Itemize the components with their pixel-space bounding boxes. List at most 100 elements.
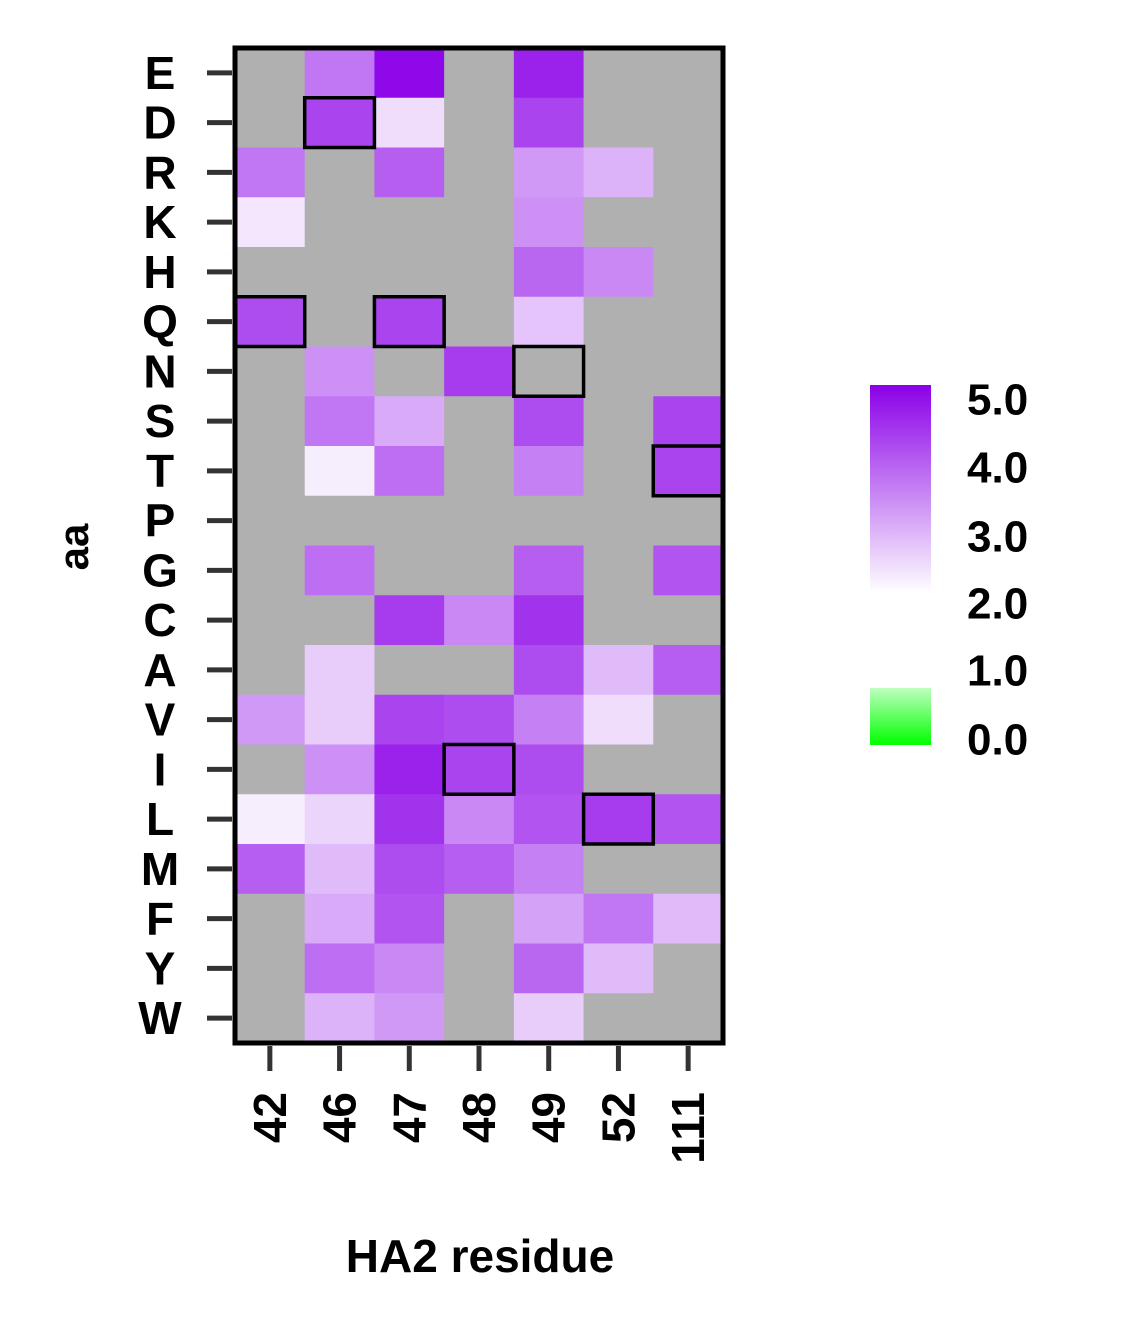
heatmap-cell-L-42 bbox=[235, 794, 306, 845]
heatmap-cell-Q-48 bbox=[444, 296, 515, 348]
heatmap-cell-M-42 bbox=[235, 844, 306, 895]
y-tick-label-Y: Y bbox=[145, 942, 176, 994]
heatmap-cell-K-42 bbox=[235, 197, 306, 248]
heatmap-cell-G-49 bbox=[513, 545, 585, 596]
heatmap-cell-S-111 bbox=[653, 396, 724, 447]
heatmap-cell-P-47 bbox=[374, 495, 445, 547]
heatmap-cell-G-48 bbox=[444, 545, 515, 596]
heatmap-cell-Q-52 bbox=[583, 296, 654, 348]
y-tick-label-R: R bbox=[143, 146, 176, 198]
y-tick-label-L: L bbox=[146, 793, 174, 845]
heatmap-cell-P-111 bbox=[653, 495, 724, 547]
heatmap-cell-C-47 bbox=[374, 595, 445, 646]
heatmap-cell-T-42 bbox=[235, 446, 306, 497]
x-axis-label: HA2 residue bbox=[346, 1230, 614, 1282]
heatmap-cell-D-47 bbox=[374, 97, 445, 149]
heatmap-cell-N-111 bbox=[653, 346, 724, 397]
heatmap-cell-K-46 bbox=[304, 197, 376, 248]
highlight-box-Q-47 bbox=[372, 295, 446, 349]
heatmap-cell-A-42 bbox=[235, 645, 306, 696]
heatmap-cell-L-49 bbox=[513, 794, 585, 845]
y-tick-label-G: G bbox=[142, 544, 178, 596]
x-tick-label-52: 52 bbox=[592, 1092, 644, 1143]
heatmap-cell-E-52 bbox=[583, 48, 654, 99]
heatmap-cell-H-49 bbox=[513, 247, 585, 298]
heatmap-cell-V-49 bbox=[513, 694, 585, 746]
heatmap-cell-V-46 bbox=[304, 694, 376, 746]
heatmap-cell-M-49 bbox=[513, 844, 585, 895]
heatmap-cell-T-47 bbox=[374, 446, 445, 497]
heatmap-cell-H-111 bbox=[653, 247, 724, 298]
heatmap-cell-N-49 bbox=[513, 346, 585, 397]
colorbar-tick-label: 5.0 bbox=[967, 376, 1028, 425]
heatmap-cell-T-111 bbox=[653, 446, 724, 497]
highlight-box-D-46 bbox=[302, 96, 377, 150]
colorbar-tick-label: 3.0 bbox=[967, 513, 1028, 562]
y-tick-label-N: N bbox=[143, 345, 176, 397]
heatmap-cell-W-46 bbox=[304, 993, 376, 1044]
heatmap-cell-I-46 bbox=[304, 744, 376, 795]
heatmap-cell-C-49 bbox=[513, 595, 585, 646]
y-tick-label-W: W bbox=[138, 992, 182, 1044]
heatmap-cell-W-48 bbox=[444, 993, 515, 1044]
heatmap-cell-D-48 bbox=[444, 97, 515, 149]
heatmap-cell-Y-42 bbox=[235, 943, 306, 994]
x-tick-label-47: 47 bbox=[383, 1092, 435, 1143]
heatmap-cell-I-52 bbox=[583, 744, 654, 795]
x-tick-label-42: 42 bbox=[244, 1092, 296, 1143]
heatmap-cell-T-52 bbox=[583, 446, 654, 497]
heatmap-cell-Q-49 bbox=[513, 296, 585, 348]
heatmap-cell-H-47 bbox=[374, 247, 445, 298]
heatmap-cell-M-52 bbox=[583, 844, 654, 895]
heatmap-cell-V-47 bbox=[374, 694, 445, 746]
heatmap-cell-T-49 bbox=[513, 446, 585, 497]
heatmap-cell-E-42 bbox=[235, 48, 306, 99]
x-tick-label-49: 49 bbox=[523, 1092, 575, 1143]
x-axis: 42 46 47 48 49 52 111 bbox=[244, 1046, 714, 1164]
heatmap-cell-I-48 bbox=[444, 744, 515, 795]
heatmap-cell-D-49 bbox=[513, 97, 585, 149]
heatmap-cell-H-42 bbox=[235, 247, 306, 298]
y-tick-label-C: C bbox=[143, 594, 176, 646]
heatmap-cell-R-42 bbox=[235, 147, 306, 198]
heatmap-cell-N-46 bbox=[304, 346, 376, 397]
heatmap-cell-S-49 bbox=[513, 396, 585, 447]
heatmap-cell-C-46 bbox=[304, 595, 376, 646]
y-tick-label-E: E bbox=[145, 47, 176, 99]
heatmap-cell-R-52 bbox=[583, 147, 654, 198]
colorbar: 5.0 4.0 3.0 2.0 1.0 0.0 bbox=[870, 376, 1028, 765]
heatmap-cell-A-46 bbox=[304, 645, 376, 696]
heatmap-cell-P-48 bbox=[444, 495, 515, 547]
heatmap-cell-Q-46 bbox=[304, 296, 376, 348]
heatmap-cell-N-47 bbox=[374, 346, 445, 397]
heatmap-cell-I-49 bbox=[513, 744, 585, 795]
heatmap-cell-K-48 bbox=[444, 197, 515, 248]
heatmap-cell-L-48 bbox=[444, 794, 515, 845]
heatmap-cell-R-111 bbox=[653, 147, 724, 198]
heatmap-cell-Q-42 bbox=[235, 296, 306, 348]
heatmap-cell-M-47 bbox=[374, 844, 445, 895]
heatmap-cell-S-48 bbox=[444, 396, 515, 447]
y-tick-label-M: M bbox=[141, 843, 179, 895]
heatmap-cell-D-42 bbox=[235, 97, 306, 149]
y-tick-label-P: P bbox=[145, 495, 176, 547]
heatmap-cell-L-52 bbox=[583, 794, 654, 845]
heatmap-cell-E-111 bbox=[653, 48, 724, 99]
heatmap-cells bbox=[235, 48, 724, 1044]
heatmap-cell-F-48 bbox=[444, 893, 515, 945]
heatmap-cell-F-46 bbox=[304, 893, 376, 945]
heatmap-cell-P-42 bbox=[235, 495, 306, 547]
heatmap-cell-R-46 bbox=[304, 147, 376, 198]
heatmap-cell-P-52 bbox=[583, 495, 654, 547]
heatmap-cell-C-52 bbox=[583, 595, 654, 646]
heatmap-cell-A-48 bbox=[444, 645, 515, 696]
highlight-box-I-48 bbox=[442, 742, 516, 796]
heatmap-cell-R-47 bbox=[374, 147, 445, 198]
heatmap-cell-W-52 bbox=[583, 993, 654, 1044]
heatmap-cell-E-48 bbox=[444, 48, 515, 99]
y-tick-label-F: F bbox=[146, 893, 174, 945]
heatmap-cell-Y-46 bbox=[304, 943, 376, 994]
highlight-boxes bbox=[233, 96, 725, 846]
heatmap-cell-Y-111 bbox=[653, 943, 724, 994]
